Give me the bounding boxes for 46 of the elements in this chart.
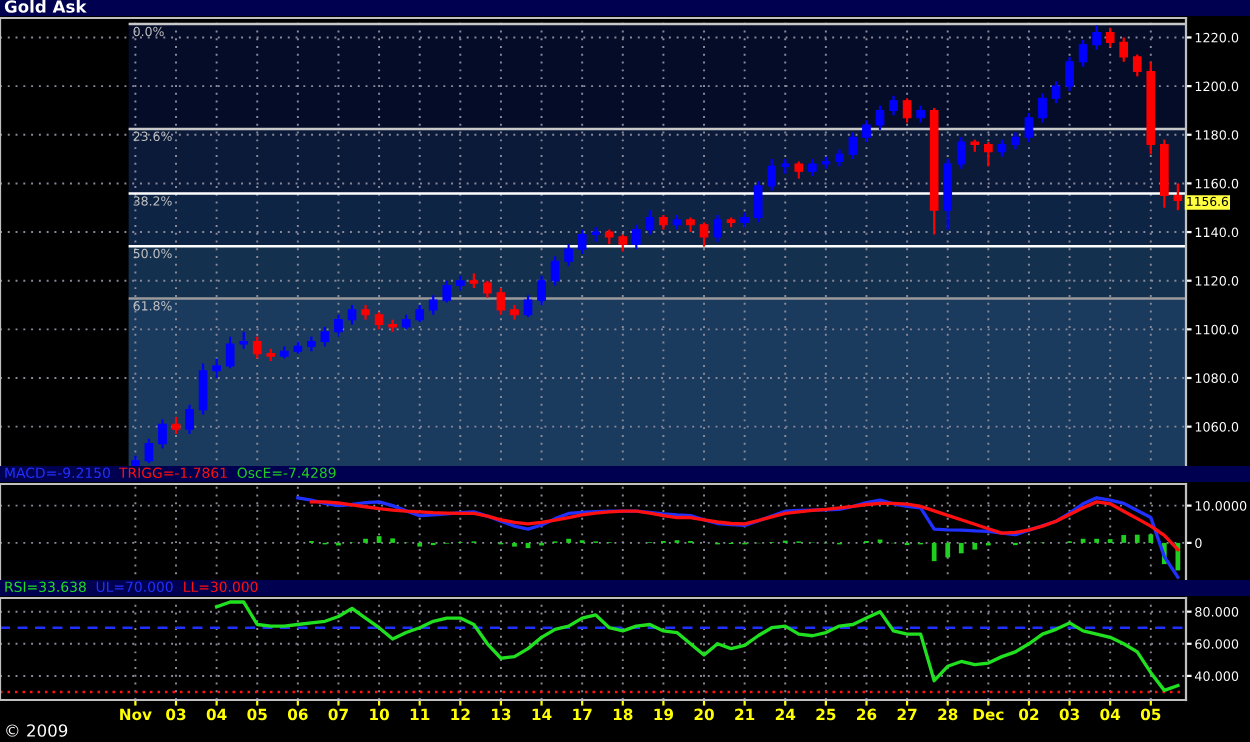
candlestick xyxy=(185,403,194,436)
candlestick xyxy=(212,357,221,380)
candlestick xyxy=(902,97,912,124)
candlestick xyxy=(862,119,871,144)
candlestick xyxy=(158,418,167,450)
candlestick xyxy=(225,335,235,370)
line-series xyxy=(296,496,1180,579)
candlestick xyxy=(1065,55,1074,93)
candlestick xyxy=(1051,80,1061,105)
candlestick xyxy=(767,157,777,192)
candlestick xyxy=(252,335,262,360)
candlestick xyxy=(320,325,330,348)
candlestick xyxy=(1092,24,1101,51)
candlestick xyxy=(889,94,898,117)
candlestick xyxy=(631,223,641,251)
candlestick xyxy=(1173,182,1183,212)
candlestick xyxy=(1024,111,1034,144)
candlestick xyxy=(496,286,506,316)
candlestick xyxy=(983,140,993,168)
candlestick xyxy=(956,136,966,170)
candlestick xyxy=(943,157,953,231)
candlestick xyxy=(875,104,885,131)
candlestick xyxy=(198,362,208,416)
candlestick xyxy=(848,131,858,161)
candlestick xyxy=(1119,36,1129,63)
candlestick xyxy=(347,303,357,326)
line-series xyxy=(214,600,1180,693)
candlestick xyxy=(713,213,722,243)
candlestick xyxy=(550,255,560,287)
candlestick xyxy=(1132,53,1142,78)
candlestick xyxy=(577,228,587,256)
candlestick xyxy=(1038,92,1047,124)
line-series xyxy=(309,500,1180,552)
candlestick xyxy=(428,294,438,316)
candlestick xyxy=(442,279,452,304)
candlestick xyxy=(144,437,154,465)
candlestick xyxy=(753,179,763,224)
candlestick xyxy=(1105,26,1115,49)
text: © 2009 xyxy=(6,724,68,737)
candlestick xyxy=(699,221,709,248)
chart-title: Gold Ask xyxy=(4,0,87,13)
candlestick xyxy=(564,243,573,268)
candlestick xyxy=(645,209,655,236)
candlestick xyxy=(537,274,546,307)
candlestick xyxy=(1078,38,1088,68)
candlestick xyxy=(334,313,343,338)
